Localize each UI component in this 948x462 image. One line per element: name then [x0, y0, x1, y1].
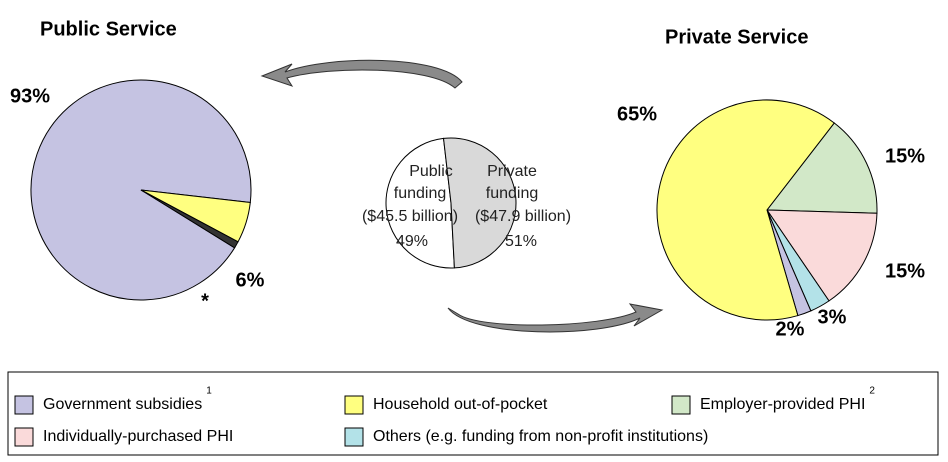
slice-label: ($45.5 billion)	[362, 208, 458, 225]
legend-label: Household out-of-pocket	[373, 396, 548, 413]
legend-label: Employer-provided PHI	[700, 396, 865, 413]
data-label: 93%	[10, 85, 50, 107]
pie-slice	[766, 209, 878, 302]
chart-title: Private Service	[665, 26, 808, 48]
legend-swatch	[14, 395, 34, 415]
legend-note: 1	[206, 386, 212, 397]
slice-label: Private	[487, 163, 537, 180]
data-label: 15%	[885, 260, 925, 282]
legend-box	[7, 371, 939, 456]
arrow	[260, 59, 463, 89]
legend-note: 2	[869, 386, 875, 397]
pie-slice	[385, 137, 455, 269]
legend-label: Individually-purchased PHI	[43, 428, 233, 445]
legend-swatch	[671, 395, 691, 415]
data-label: 3%	[818, 306, 847, 328]
data-label: *	[201, 290, 209, 312]
data-label: 51%	[505, 233, 537, 250]
pie-slice	[656, 99, 835, 321]
data-label: 49%	[396, 233, 428, 250]
slice-label: Public	[409, 163, 453, 180]
slice-label: funding	[486, 185, 539, 202]
data-label: 65%	[617, 103, 657, 125]
pie-slice	[766, 122, 878, 214]
pie-slice	[442, 137, 517, 269]
legend-swatch	[344, 395, 364, 415]
legend-label: Others (e.g. funding from non-profit ins…	[373, 428, 708, 445]
data-label: 2%	[776, 318, 805, 340]
legend-label: Government subsidies	[43, 396, 202, 413]
pie-slice	[140, 189, 239, 249]
legend-swatch	[344, 427, 364, 447]
arrow	[447, 303, 664, 333]
data-label: 6%	[236, 269, 265, 291]
legend-swatch	[14, 427, 34, 447]
data-label: 15%	[885, 145, 925, 167]
slice-label: funding	[394, 185, 447, 202]
chart-title: Public Service	[40, 18, 177, 40]
slice-label: ($47.9 billion)	[475, 208, 571, 225]
